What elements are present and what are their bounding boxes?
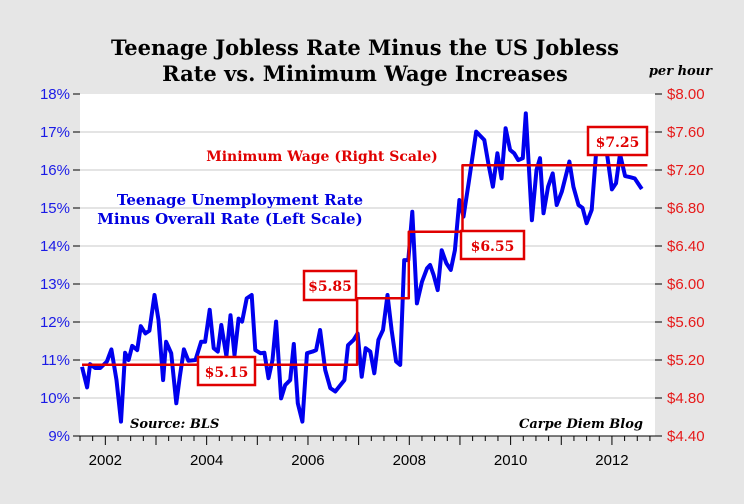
right-tick-label: $7.60 <box>667 124 705 141</box>
right-tick-label: $4.80 <box>667 390 705 407</box>
x-tick-label: 2012 <box>595 452 628 469</box>
left-tick-label: 12% <box>40 314 70 331</box>
wage-label-5-85: $5.85 <box>302 269 358 302</box>
x-tick-label: 2010 <box>494 452 527 469</box>
left-tick-label: 15% <box>40 200 70 217</box>
right-tick-label: $6.80 <box>667 200 705 217</box>
left-tick-label: 17% <box>40 124 70 141</box>
x-tick-label: 2006 <box>291 452 324 469</box>
wage-label-text: $6.55 <box>471 239 515 255</box>
source-note: Source: BLS <box>130 417 219 432</box>
left-tick-label: 16% <box>40 162 70 179</box>
x-tick-label: 2004 <box>190 452 223 469</box>
teen-series-label-line-1: Teenage Unemployment Rate <box>117 191 363 209</box>
x-tick-label: 2008 <box>393 452 426 469</box>
wage-label-7-25: $7.25 <box>586 125 649 157</box>
right-tick-label: $6.00 <box>667 276 705 293</box>
left-tick-label: 14% <box>40 238 70 255</box>
teen-series-label-line-2: Minus Overall Rate (Left Scale) <box>97 210 362 228</box>
left-tick-label: 13% <box>40 276 70 293</box>
right-axis-unit: per hour <box>649 64 713 79</box>
left-tick-label: 11% <box>41 352 70 369</box>
x-tick-label: 2002 <box>89 452 122 469</box>
axes: 9% $4.40 10% $4.80 11% $5.20 12% $5.60 13% $6.00 1… <box>40 86 705 469</box>
wage-label-6-55: $6.55 <box>459 229 526 261</box>
right-tick-label: $5.60 <box>667 314 705 331</box>
wage-label-text: $5.15 <box>205 365 249 381</box>
chart-title-line-1: Teenage Jobless Rate Minus the US Jobles… <box>111 35 619 60</box>
minimum-wage-line <box>82 164 648 366</box>
wage-label-text: $7.25 <box>596 135 640 151</box>
series-layer <box>80 111 648 424</box>
right-tick-label: $6.40 <box>667 238 705 255</box>
right-tick-label: $4.40 <box>667 428 705 445</box>
plot-area <box>80 94 655 436</box>
left-tick-label: 10% <box>40 390 70 407</box>
right-tick-label: $8.00 <box>667 86 705 103</box>
right-tick-label: $7.20 <box>667 162 705 179</box>
minimum-wage-series-label: Minimum Wage (Right Scale) <box>206 149 438 165</box>
chart-title-line-2: Rate vs. Minimum Wage Increases <box>162 61 568 86</box>
left-tick-label: 9% <box>48 428 70 445</box>
credit-note: Carpe Diem Blog <box>519 417 643 432</box>
wage-label-text: $5.85 <box>308 279 352 295</box>
right-tick-label: $5.20 <box>667 352 705 369</box>
wage-label-5-15: $5.15 <box>196 355 257 387</box>
left-tick-label: 18% <box>40 86 70 103</box>
